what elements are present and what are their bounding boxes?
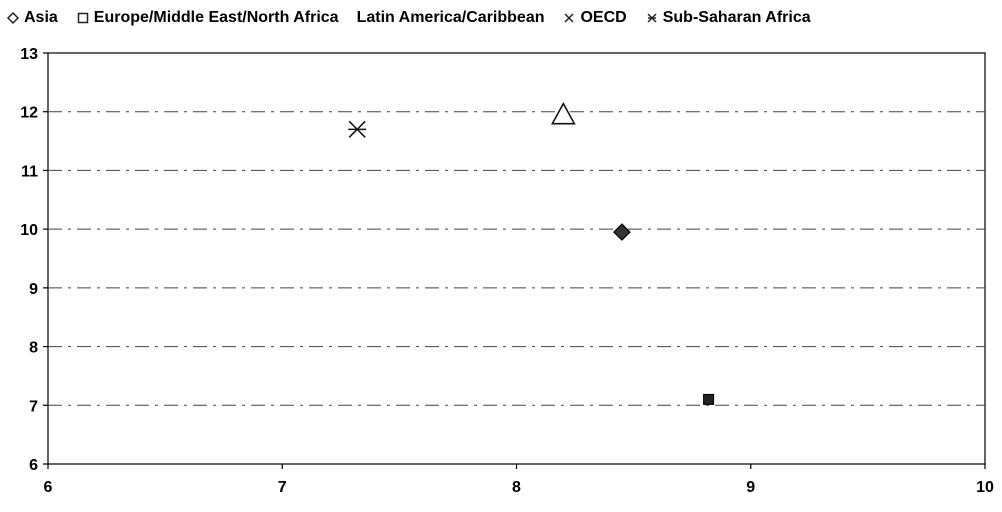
legend-label-sub-saharan: Sub-Saharan Africa: [662, 9, 811, 26]
point-square-0: [703, 393, 715, 405]
legend-entry-sub-saharan: Sub-Saharan Africa: [645, 9, 811, 27]
y-tick-label-11: 11: [21, 163, 38, 180]
legend-entry-europe: Europe/Middle East/North Africa: [76, 9, 339, 27]
y-tick-label-12: 12: [20, 105, 38, 122]
point-diamond-0: [613, 223, 631, 241]
legend: Asia Europe/Middle East/North Africa Lat…: [6, 6, 996, 30]
legend-entry-oecd: OECD: [562, 9, 627, 27]
x-tick-label-9: 9: [746, 479, 755, 496]
legend-entry-asia: Asia: [6, 9, 58, 27]
diamond-icon: [6, 11, 20, 25]
point-asterisk-0: [348, 120, 367, 138]
x-tick-label-8: 8: [512, 479, 521, 496]
x-tick-label-10: 10: [976, 479, 994, 496]
y-tick-label-9: 9: [29, 281, 38, 298]
y-tick-label-6: 6: [29, 457, 38, 474]
y-tick-label-7: 7: [29, 398, 38, 415]
legend-label-oecd: OECD: [580, 9, 627, 26]
point-triangle-0: [550, 101, 576, 125]
legend-label-latin-america: Latin America/Caribbean: [356, 9, 545, 26]
legend-label-asia: Asia: [24, 9, 58, 26]
legend-entry-latin-america: Latin America/Caribbean: [357, 9, 545, 27]
y-tick-label-8: 8: [29, 340, 38, 357]
asterisk-icon: [647, 13, 657, 23]
plot-area: [47, 52, 986, 465]
x-icon: [564, 13, 575, 23]
y-tick-label-13: 13: [20, 46, 38, 63]
legend-label-europe: Europe/Middle East/North Africa: [93, 9, 339, 26]
x-tick-label-7: 7: [278, 479, 287, 496]
x-tick-label-6: 6: [44, 479, 53, 496]
y-tick-label-10: 10: [20, 222, 38, 239]
square-icon: [77, 12, 89, 24]
